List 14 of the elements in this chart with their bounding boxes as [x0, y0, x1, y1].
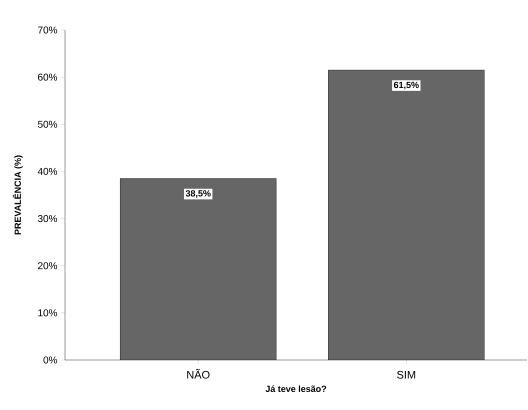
x-tick-label: SIM — [397, 370, 416, 379]
y-tick-label: 70% — [38, 26, 58, 34]
y-tick-label: 0% — [43, 356, 58, 364]
y-axis-title: PREVALÊNCIA (%) — [12, 155, 23, 234]
y-tick-label: 60% — [38, 74, 58, 81]
y-tick-label: 20% — [38, 262, 58, 270]
data-label: 61,5% — [394, 82, 419, 90]
y-tick-label: 40% — [38, 168, 58, 175]
x-tick-label: NÃO — [187, 368, 210, 379]
y-tick-label: 50% — [38, 120, 58, 128]
data-label: 38,5% — [186, 190, 211, 198]
x-axis-title: Já teve lesão? — [265, 385, 326, 392]
y-tick-label: 10% — [38, 309, 58, 316]
y-tick-label: 30% — [38, 215, 58, 222]
